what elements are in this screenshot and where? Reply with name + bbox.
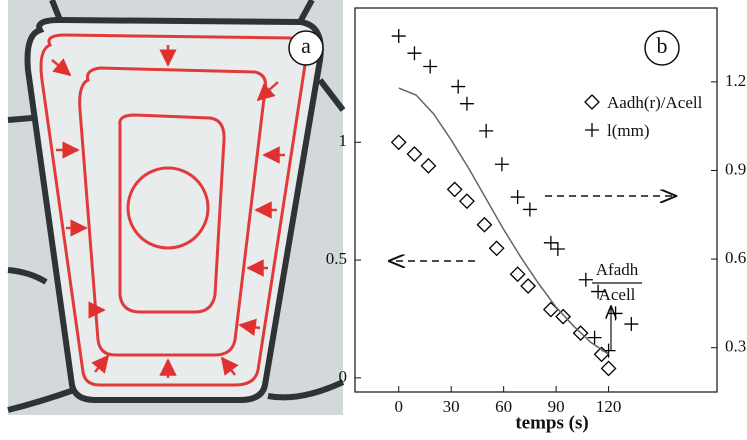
x-axis-title: temps (s) <box>515 412 588 433</box>
y-tick-label: 1 <box>339 131 348 150</box>
diamond-point <box>488 240 505 257</box>
diamond-point <box>446 181 463 198</box>
plus-point <box>479 123 494 138</box>
diamond-point <box>555 308 572 325</box>
diamond-point <box>476 216 493 233</box>
diamond-point <box>520 278 537 294</box>
x-tick-label: 0 <box>394 397 403 416</box>
y-tick-label: 0.5 <box>326 249 347 268</box>
plus-point <box>391 29 406 44</box>
diamond-point <box>542 301 559 318</box>
x-tick-label: 60 <box>495 397 512 416</box>
plus-point <box>510 190 525 205</box>
diamond-point <box>459 193 475 210</box>
annotation-denominator: Acell <box>599 285 636 304</box>
diamond-point <box>420 157 437 174</box>
diamond-point <box>390 134 407 151</box>
x-tick-label: 30 <box>443 397 460 416</box>
annotation-numerator: Afadh <box>596 260 639 279</box>
photo: a <box>7 0 346 415</box>
plus-point <box>407 46 422 61</box>
plus-point <box>451 79 466 94</box>
panel-label: a <box>301 33 311 58</box>
axis-arrows <box>390 196 675 261</box>
y-tick-label: 0 <box>339 367 348 386</box>
y2-tick-label: 0.9 <box>725 159 746 178</box>
legend-marker <box>585 123 599 137</box>
plus-point <box>522 202 537 217</box>
plus-point <box>459 96 474 111</box>
panel-label-badge <box>644 30 680 66</box>
diamond-point <box>406 146 423 162</box>
diamond-point <box>509 266 526 283</box>
x-tick-label: 120 <box>596 397 622 416</box>
plot-frame <box>354 7 718 393</box>
plus-point <box>494 157 509 172</box>
diamond-point <box>600 360 617 377</box>
model-curve <box>398 87 609 355</box>
plus-point <box>550 242 565 257</box>
y2-tick-label: 1.2 <box>725 71 746 90</box>
legend-label: Aadh(r)/Acell <box>607 93 703 112</box>
plus-point <box>587 330 602 345</box>
y2-tick-label: 0.6 <box>725 248 746 267</box>
panel-label: b <box>657 33 668 58</box>
legend-label: l(mm) <box>607 121 650 140</box>
plus-point <box>423 59 438 74</box>
plus-point <box>608 306 623 321</box>
plus-point <box>624 317 639 332</box>
legend-marker <box>584 94 600 110</box>
plus-point <box>578 272 593 287</box>
y2-tick-label: 0.3 <box>725 337 746 356</box>
diamond-point <box>572 325 589 342</box>
plus-point <box>591 284 606 299</box>
panel-label-badge <box>288 30 324 66</box>
x-tick-label: 90 <box>548 397 565 416</box>
plus-point <box>543 235 558 250</box>
